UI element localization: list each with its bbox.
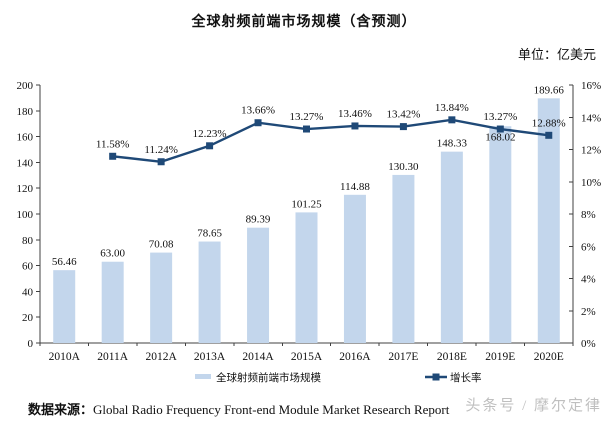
svg-text:全球射频前端市场规模: 全球射频前端市场规模 <box>216 371 321 384</box>
svg-text:增长率: 增长率 <box>450 371 482 384</box>
svg-text:6%: 6% <box>581 241 596 253</box>
svg-text:2012A: 2012A <box>145 351 177 363</box>
svg-text:148.33: 148.33 <box>437 138 468 150</box>
svg-text:130.30: 130.30 <box>388 161 419 173</box>
data-source-line: 数据来源：Global Radio Frequency Front-end Mo… <box>28 399 449 418</box>
svg-text:8%: 8% <box>581 209 596 221</box>
svg-text:13.66%: 13.66% <box>241 105 275 117</box>
svg-text:20: 20 <box>22 312 34 324</box>
svg-text:200: 200 <box>17 80 34 92</box>
svg-text:13.84%: 13.84% <box>435 102 469 114</box>
svg-text:2018E: 2018E <box>437 351 467 363</box>
svg-text:12%: 12% <box>581 145 601 157</box>
svg-text:12.23%: 12.23% <box>193 128 227 140</box>
svg-text:2011A: 2011A <box>97 351 129 363</box>
svg-text:100: 100 <box>17 209 34 221</box>
svg-text:2017E: 2017E <box>388 351 418 363</box>
svg-text:2013A: 2013A <box>194 351 226 363</box>
svg-text:2010A: 2010A <box>49 351 81 363</box>
svg-text:12.88%: 12.88% <box>532 117 566 129</box>
svg-text:4%: 4% <box>581 274 596 286</box>
svg-text:13.27%: 13.27% <box>290 111 324 123</box>
svg-text:189.66: 189.66 <box>534 84 565 96</box>
svg-text:16%: 16% <box>581 80 601 92</box>
svg-text:2015A: 2015A <box>291 351 323 363</box>
svg-text:11.58%: 11.58% <box>96 138 130 150</box>
chart-canvas: 0 20 40 60 80 100 120 140 160 180 200 0% 2% 4% 6% 8% 10%… <box>17 80 602 384</box>
svg-text:40: 40 <box>22 286 34 298</box>
svg-text:101.25: 101.25 <box>291 198 322 210</box>
svg-text:78.65: 78.65 <box>197 228 222 240</box>
svg-text:11.24%: 11.24% <box>144 144 178 156</box>
svg-text:2020E: 2020E <box>534 351 564 363</box>
svg-text:80: 80 <box>22 235 34 247</box>
data-source-prefix: 数据来源： <box>28 402 94 417</box>
data-source-text: Global Radio Frequency Front-end Module … <box>93 402 450 417</box>
svg-text:10%: 10% <box>581 177 601 189</box>
svg-text:2019E: 2019E <box>485 351 515 363</box>
svg-text:2%: 2% <box>581 306 596 318</box>
watermark: 头条号 / 摩尔定律 <box>465 398 602 414</box>
svg-text:89.39: 89.39 <box>246 214 271 226</box>
svg-text:0%: 0% <box>581 338 596 350</box>
svg-text:56.46: 56.46 <box>52 256 77 268</box>
svg-text:13.42%: 13.42% <box>386 109 420 121</box>
svg-text:70.08: 70.08 <box>149 239 174 251</box>
svg-text:2016A: 2016A <box>339 351 371 363</box>
svg-text:0: 0 <box>28 338 34 350</box>
unit-label: 单位：亿美元 <box>517 47 596 62</box>
svg-text:60: 60 <box>22 261 34 273</box>
svg-text:13.46%: 13.46% <box>338 108 372 120</box>
svg-text:168.02: 168.02 <box>485 131 515 143</box>
svg-text:63.00: 63.00 <box>100 248 125 260</box>
svg-text:140: 140 <box>17 157 34 169</box>
svg-text:2014A: 2014A <box>242 351 274 363</box>
svg-text:114.88: 114.88 <box>340 181 370 193</box>
chart-title: 全球射频前端市场规模（含预测） <box>191 15 417 30</box>
svg-text:120: 120 <box>17 183 34 195</box>
svg-text:14%: 14% <box>581 112 601 124</box>
svg-text:160: 160 <box>17 132 34 144</box>
svg-text:13.27%: 13.27% <box>483 111 517 123</box>
svg-text:180: 180 <box>17 106 34 118</box>
